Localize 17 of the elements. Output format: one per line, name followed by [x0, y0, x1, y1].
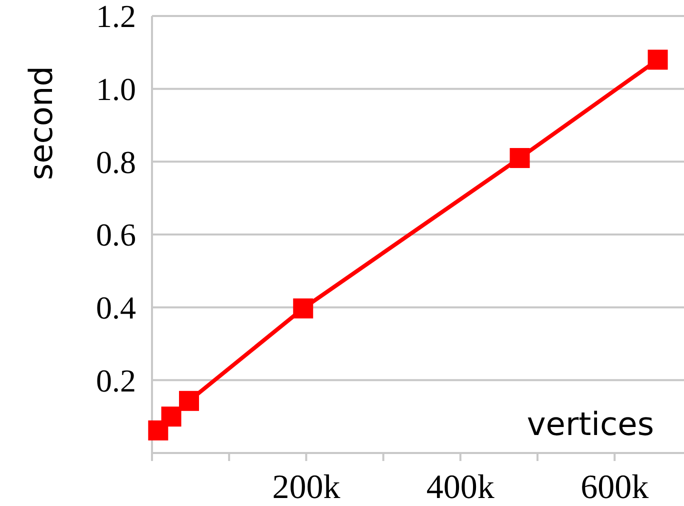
point [510, 148, 530, 168]
point [148, 420, 168, 440]
y-tick-label: 1.2 [96, 0, 136, 34]
y-tick-label: 0.4 [96, 290, 136, 326]
x-tick-label: 200k [272, 469, 340, 506]
point [161, 406, 182, 427]
y-tick-label: 1.0 [96, 71, 136, 108]
y-axis-title: second [22, 66, 60, 180]
y-tick-label: 0.6 [96, 216, 136, 253]
point [648, 50, 668, 70]
y-tick-label: 0.2 [96, 362, 136, 398]
x-axis-title: vertices [526, 405, 654, 443]
y-tick-label: 0.8 [96, 144, 136, 180]
x-tick-label: 600k [580, 469, 649, 506]
point [293, 298, 314, 318]
x-tick-label: 400k [426, 469, 494, 506]
point [179, 390, 200, 411]
